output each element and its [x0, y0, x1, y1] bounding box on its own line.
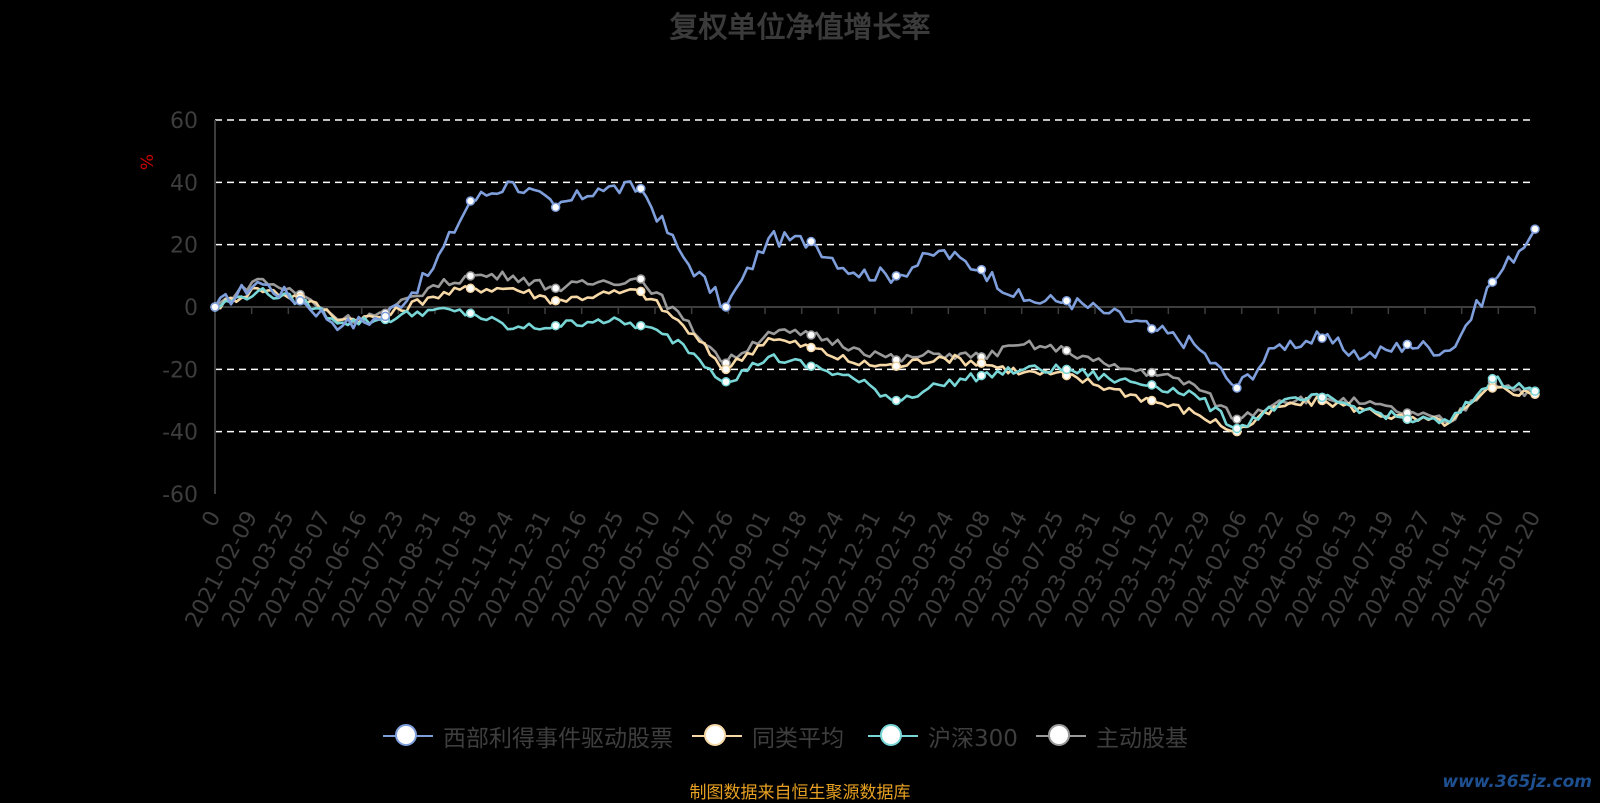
- data-point-fund[interactable]: [550, 202, 561, 213]
- y-tick-label: 20: [170, 234, 198, 259]
- data-point-fund[interactable]: [1061, 296, 1072, 306]
- y-axis-ticks: 60 40 20 0 -20 -40 -60: [162, 109, 198, 508]
- data-point-hs300[interactable]: [1147, 380, 1157, 390]
- data-point-fund[interactable]: [1317, 333, 1327, 343]
- data-point-fund[interactable]: [1530, 224, 1540, 234]
- legend-label: 沪深300: [928, 726, 1018, 752]
- data-point-fund[interactable]: [465, 196, 476, 206]
- watermark: www.365jz.com: [1442, 772, 1592, 792]
- data-point-fund[interactable]: [380, 311, 391, 322]
- data-point-fund[interactable]: [295, 296, 305, 306]
- legend-symbol-icon: [383, 718, 433, 754]
- data-point-fund[interactable]: [976, 264, 987, 275]
- legend-label: 同类平均: [752, 726, 844, 752]
- data-point-hs300[interactable]: [1317, 392, 1327, 403]
- data-point-peer_avg[interactable]: [1147, 395, 1157, 406]
- series-markers: [210, 183, 1540, 437]
- series-lines: [213, 180, 1537, 434]
- data-point-peer_avg[interactable]: [550, 296, 561, 306]
- legend-symbol-icon: [1036, 718, 1086, 754]
- data-point-fund[interactable]: [891, 271, 902, 281]
- legend: 西部利得事件驱动股票 同类平均 沪深300 主动股基: [0, 718, 1600, 758]
- data-point-hs300[interactable]: [1530, 386, 1540, 396]
- data-point-active_equity[interactable]: [1061, 345, 1072, 356]
- y-axis-unit-label: %: [138, 154, 158, 170]
- data-point-fund[interactable]: [636, 183, 646, 194]
- data-point-hs300[interactable]: [721, 377, 731, 387]
- series-line-fund: [213, 180, 1537, 390]
- y-tick-label: 60: [170, 109, 198, 134]
- data-point-fund[interactable]: [1147, 324, 1157, 334]
- data-point-active_equity[interactable]: [806, 330, 816, 340]
- y-tick-label: 40: [170, 171, 198, 196]
- data-point-hs300[interactable]: [550, 320, 561, 331]
- data-point-fund[interactable]: [721, 302, 731, 312]
- data-point-fund[interactable]: [1402, 339, 1413, 350]
- y-tick-label: 0: [184, 296, 198, 321]
- series-line-hs300: [214, 286, 1536, 430]
- data-point-hs300[interactable]: [806, 361, 816, 371]
- data-point-hs300[interactable]: [1402, 414, 1413, 424]
- data-point-hs300[interactable]: [1061, 364, 1072, 375]
- legend-item-fund[interactable]: 西部利得事件驱动股票: [383, 718, 673, 754]
- data-point-peer_avg[interactable]: [721, 364, 731, 375]
- data-point-hs300[interactable]: [891, 395, 902, 406]
- legend-label: 主动股基: [1096, 726, 1188, 752]
- legend-symbol-icon: [868, 718, 918, 754]
- data-point-active_equity[interactable]: [465, 271, 476, 281]
- data-point-hs300[interactable]: [1232, 423, 1242, 434]
- data-point-peer_avg[interactable]: [806, 342, 816, 353]
- data-point-peer_avg[interactable]: [465, 283, 476, 294]
- data-point-hs300[interactable]: [1487, 373, 1498, 384]
- data-point-fund[interactable]: [1487, 277, 1498, 287]
- chart-title: 复权单位净值增长率: [669, 10, 931, 44]
- data-point-active_equity[interactable]: [636, 274, 646, 284]
- legend-item-hs300[interactable]: 沪深300: [868, 718, 1018, 754]
- data-point-hs300[interactable]: [636, 320, 646, 331]
- y-tick-label: -60: [162, 483, 198, 508]
- axes: [214, 120, 1535, 494]
- data-point-fund[interactable]: [1232, 383, 1242, 393]
- gridlines: [215, 119, 1535, 433]
- data-point-fund[interactable]: [210, 302, 220, 312]
- legend-item-peer_avg[interactable]: 同类平均: [692, 718, 844, 754]
- data-point-hs300[interactable]: [976, 370, 987, 381]
- data-point-peer_avg[interactable]: [976, 358, 987, 368]
- data-point-peer_avg[interactable]: [891, 361, 902, 371]
- legend-item-active_equity[interactable]: 主动股基: [1036, 718, 1188, 754]
- legend-symbol-icon: [692, 718, 742, 754]
- series-line-peer_avg: [214, 284, 1536, 434]
- series-line-active_equity: [214, 270, 1536, 424]
- data-point-active_equity[interactable]: [1232, 414, 1242, 424]
- data-point-peer_avg[interactable]: [636, 286, 646, 297]
- data-point-peer_avg[interactable]: [1487, 383, 1498, 393]
- x-tick-label: 0: [198, 507, 227, 531]
- data-point-active_equity[interactable]: [1147, 367, 1157, 378]
- data-point-fund[interactable]: [806, 236, 816, 247]
- y-tick-label: -20: [162, 358, 198, 383]
- legend-label: 西部利得事件驱动股票: [443, 726, 673, 752]
- data-point-active_equity[interactable]: [550, 283, 561, 294]
- source-note: 制图数据来自恒生聚源数据库: [689, 783, 911, 803]
- y-tick-label: -40: [162, 421, 198, 446]
- data-point-hs300[interactable]: [465, 308, 476, 318]
